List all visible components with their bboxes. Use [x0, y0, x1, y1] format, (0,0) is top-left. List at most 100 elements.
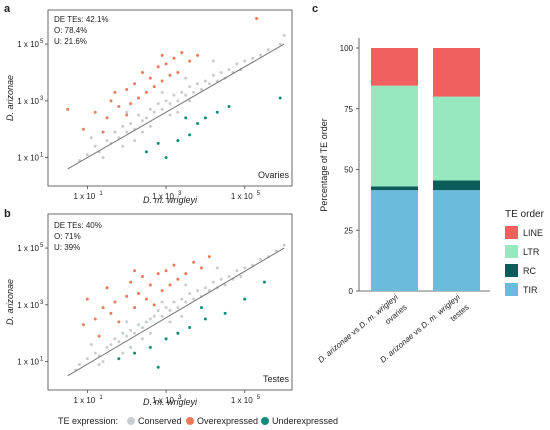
- overexpressed-point: [101, 130, 105, 134]
- conserved-point: [282, 34, 286, 38]
- y-tick-label: 75: [344, 105, 353, 114]
- y-tick-label: 50: [344, 166, 353, 175]
- overexpressed-point: [117, 320, 121, 324]
- te-order-legend: TE order LINE LTR RC TIR: [505, 209, 545, 296]
- conserved-point: [152, 110, 156, 114]
- x-tick-label: 1 x 10: [231, 396, 253, 405]
- conserved-point: [243, 266, 247, 270]
- conserved-point: [176, 306, 180, 310]
- bars-layer: [371, 48, 480, 291]
- overexpressed-point: [164, 269, 168, 273]
- underexpressed-point: [176, 139, 180, 143]
- legend-item-line: LINE: [523, 228, 543, 238]
- underexpressed-point: [223, 311, 227, 315]
- x-tick-exponent: 5: [257, 191, 261, 197]
- conserved-point: [125, 130, 129, 134]
- conserved-point: [140, 337, 144, 341]
- overexpressed-point: [125, 294, 129, 298]
- y-tick-exponent: 5: [40, 243, 44, 249]
- conserved-point: [133, 139, 137, 143]
- conserved-point: [89, 136, 93, 140]
- conserved-point: [121, 144, 125, 148]
- underexpressed-point: [144, 150, 148, 154]
- conserved-point: [251, 56, 255, 60]
- overexpressed-point: [184, 272, 188, 276]
- overexpressed-point: [164, 62, 168, 66]
- conserved-point: [282, 243, 286, 247]
- conserved-point: [164, 99, 168, 103]
- y-tick-label: 1 x 10: [17, 358, 39, 367]
- conserved-point: [97, 362, 101, 366]
- conserved-point: [223, 283, 227, 287]
- regression-line: [67, 43, 285, 170]
- bar-segment-tir: [433, 190, 480, 291]
- legend-title: TE expression:: [58, 416, 118, 426]
- overexpressed-point: [105, 286, 109, 290]
- stat-de: DE TEs: 40%: [54, 221, 102, 230]
- scatter-plot-ovaries: 1 x 10 1 1 x 10 3 1 x 10 5 1 x 10 11 x 10 31 x …: [5, 9, 293, 205]
- overexpressed-point: [140, 70, 144, 74]
- conserved-point: [140, 326, 144, 330]
- conserved-point: [176, 99, 180, 103]
- underexpressed-point: [176, 331, 180, 335]
- conserved-point: [105, 345, 109, 349]
- conserved-point: [77, 362, 81, 366]
- overexpressed-point: [81, 127, 85, 131]
- underexpressed-point: [156, 141, 160, 145]
- y-ticks: 0 25 50 75 100: [340, 44, 359, 296]
- conserved-point: [176, 110, 180, 114]
- underexpressed-point: [164, 337, 168, 341]
- conserved-point: [235, 62, 239, 66]
- overexpressed-point: [97, 334, 101, 338]
- conserved-point: [113, 337, 117, 341]
- conserved-point: [227, 274, 231, 278]
- conserved-point: [278, 42, 282, 46]
- tissue-label: Testes: [263, 374, 290, 384]
- x-tick-label: 1 x 10: [73, 396, 95, 405]
- x-ticks: 1 x 10 1 1 x 10 3 1 x 10 5: [73, 390, 261, 405]
- conserved-point: [172, 93, 176, 97]
- overexpressed-point: [133, 269, 137, 273]
- y-tick-label: 1 x 10: [17, 244, 39, 253]
- conserved-point: [140, 119, 144, 123]
- x-ticks: 1 x 10 1 1 x 10 3 1 x 10 5: [73, 186, 261, 201]
- conserved-point: [152, 314, 156, 318]
- conserved-point: [137, 113, 141, 117]
- y-tick-label: 1 x 10: [17, 40, 39, 49]
- conserved-point: [188, 291, 192, 295]
- overexpressed-point: [160, 53, 164, 57]
- overexpressed-point: [109, 311, 113, 315]
- conserved-point: [144, 320, 148, 324]
- conserved-point: [203, 286, 207, 290]
- x-tick-exponent: 5: [257, 395, 261, 401]
- underexpressed-point: [188, 133, 192, 137]
- conserved-point: [148, 317, 152, 321]
- conserved-point: [160, 300, 164, 304]
- y-axis-label: D. arizonae: [5, 75, 15, 121]
- conserved-point: [196, 289, 200, 293]
- y-ticks: 1 x 10 11 x 10 31 x 10 5: [17, 243, 48, 367]
- conserved-point: [243, 59, 247, 63]
- conserved-point: [227, 68, 231, 72]
- stacked-bar-chart: 0 25 50 75 100 Percentage of TE order D. ari…: [316, 38, 545, 365]
- legend-item-rc: RC: [523, 266, 536, 276]
- conserved-point: [93, 144, 97, 148]
- y-tick-label: 1 x 10: [17, 97, 39, 106]
- conserved-point: [129, 122, 133, 126]
- conserved-point: [188, 85, 192, 89]
- conserved-point: [207, 82, 211, 86]
- legend-swatch-tir: [505, 283, 518, 296]
- conserved-point: [144, 116, 148, 120]
- x-tick-exponent: 3: [178, 395, 182, 401]
- stat-u: U: 21.6%: [54, 37, 87, 46]
- overexpressed-point: [66, 107, 70, 111]
- conserved-point: [168, 309, 172, 313]
- overexpressed-point: [125, 113, 129, 117]
- overexpressed-point: [152, 85, 156, 89]
- conserved-point: [137, 323, 141, 327]
- overexpressed-point: [156, 272, 160, 276]
- y-tick-exponent: 3: [40, 300, 44, 306]
- conserved-point: [129, 345, 133, 349]
- underexpressed-point: [203, 317, 207, 321]
- overexpressed-point: [148, 76, 152, 80]
